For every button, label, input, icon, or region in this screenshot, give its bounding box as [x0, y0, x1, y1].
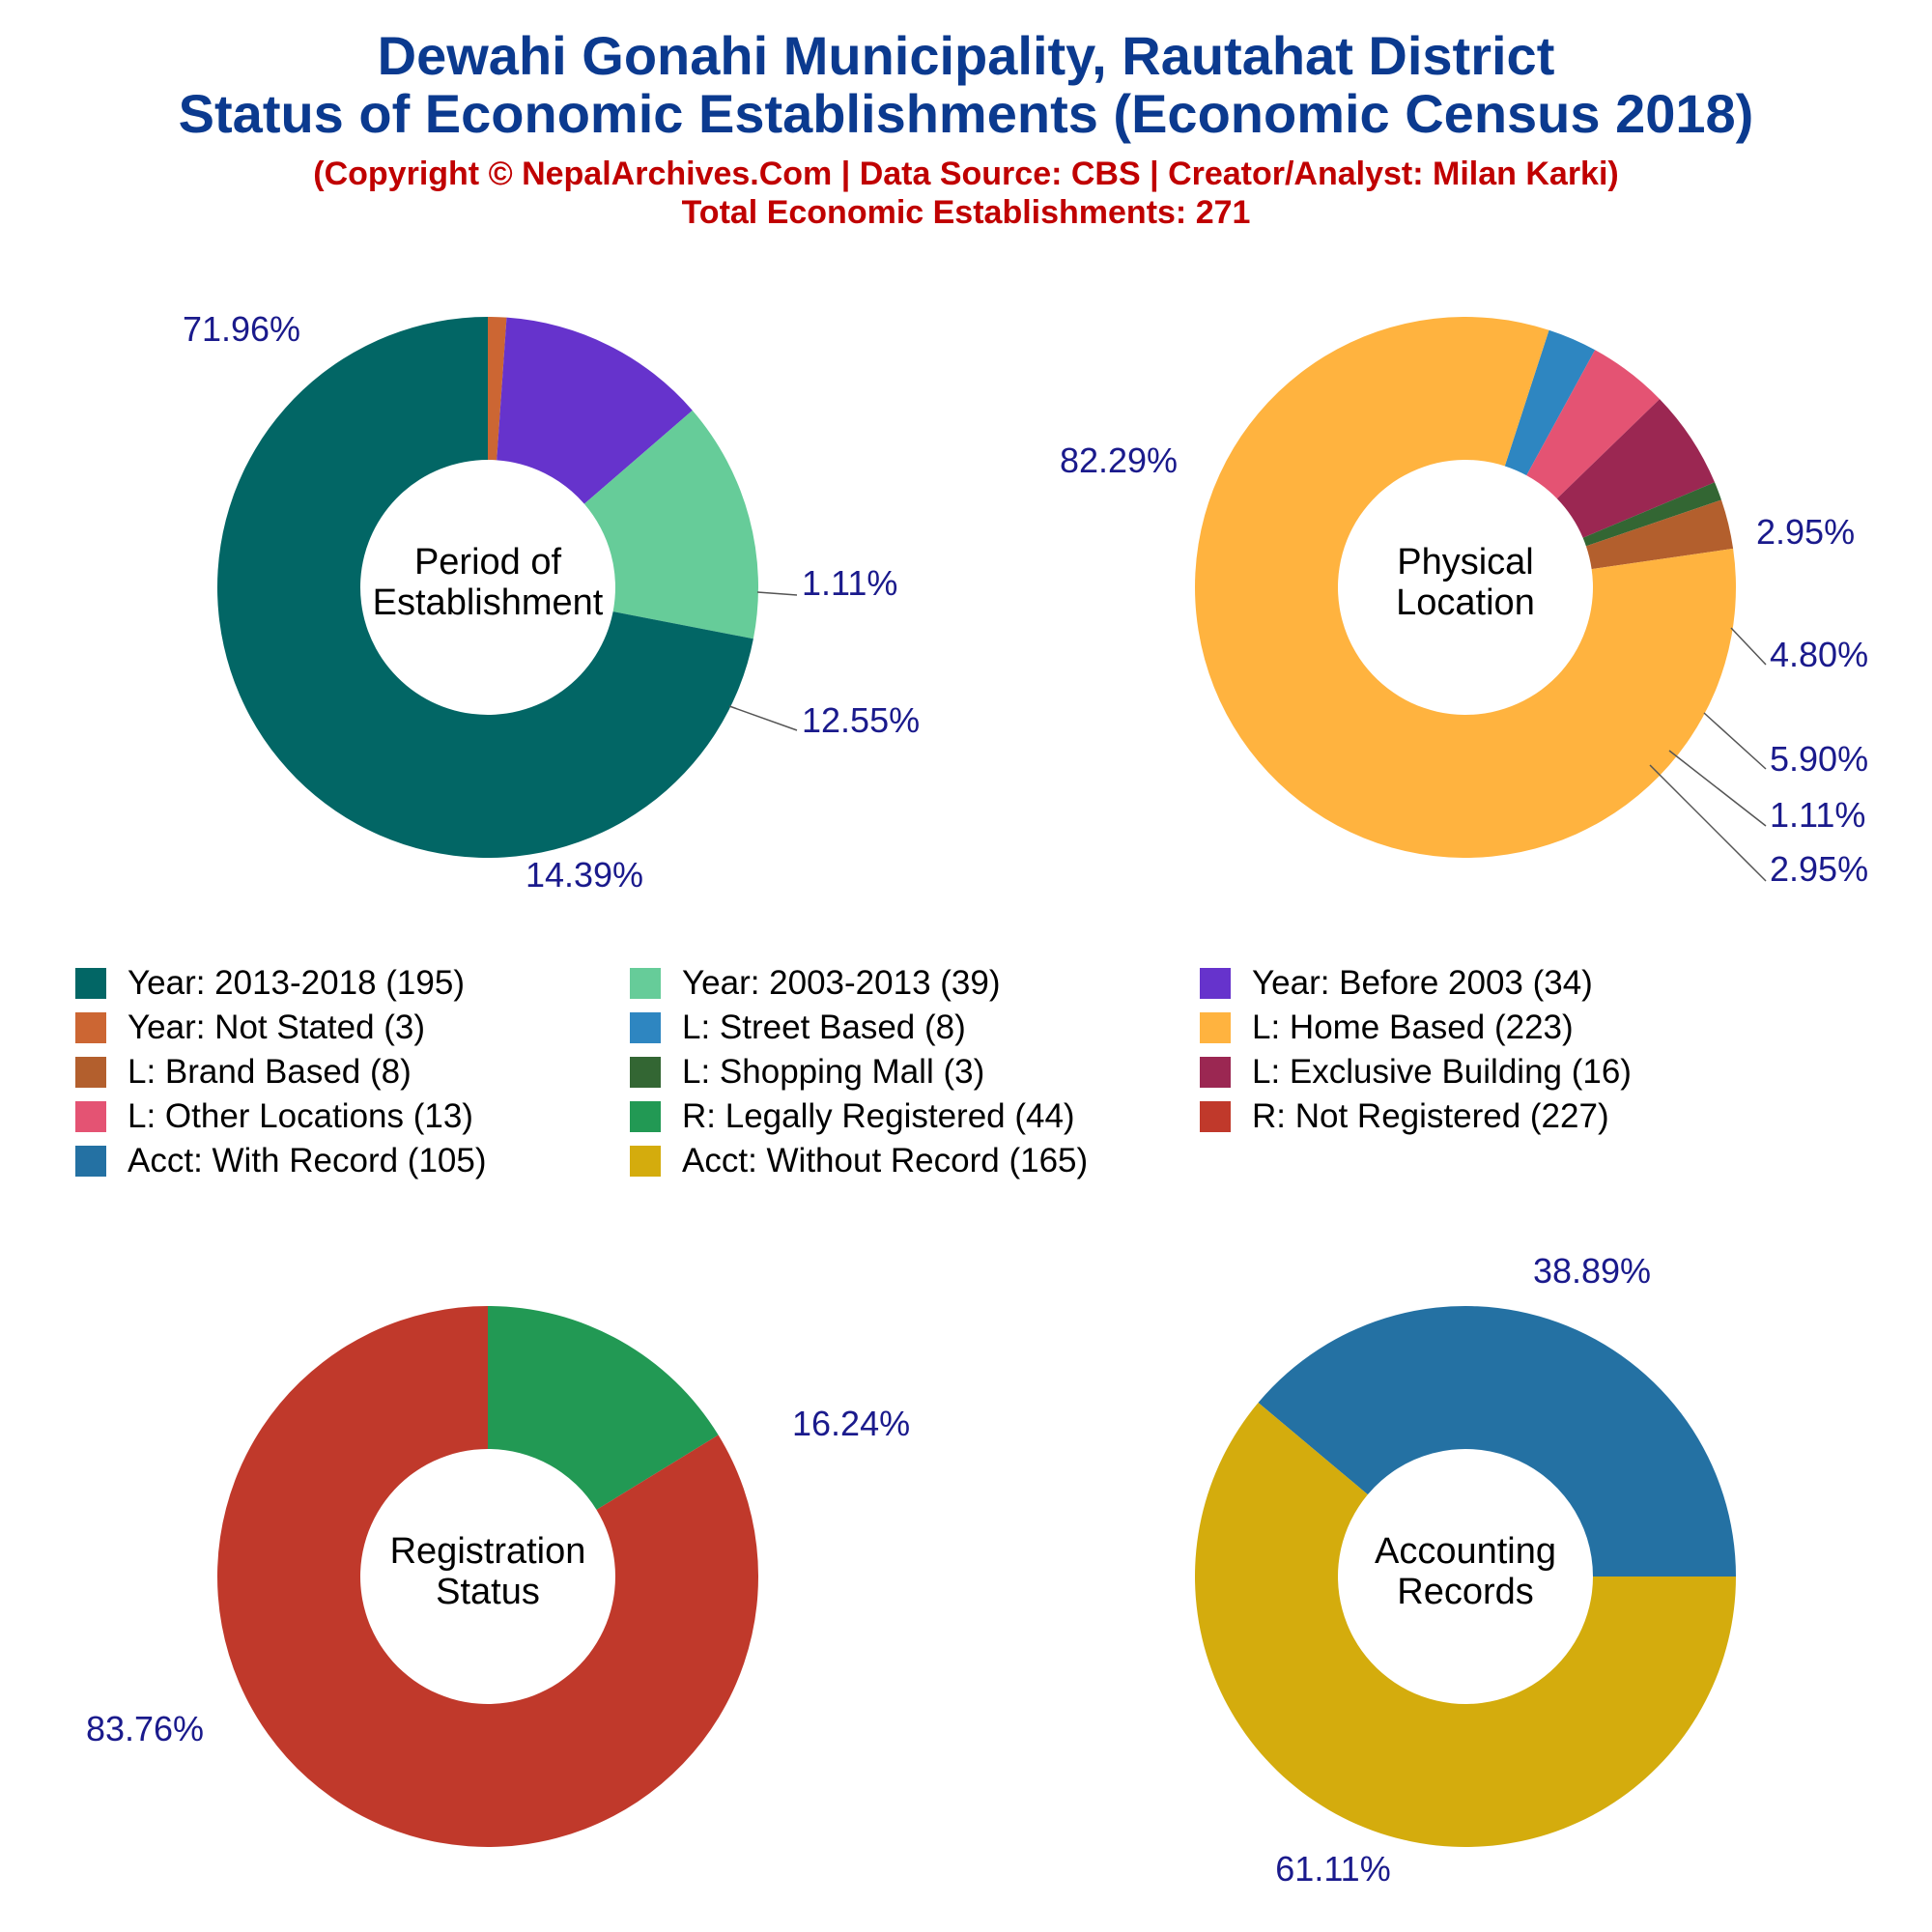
legend-swatch: [75, 1101, 106, 1132]
slice-2-5: [1585, 499, 1734, 570]
chart-title-line1: Dewahi Gonahi Municipality, Rautahat Dis…: [377, 25, 1555, 86]
donut-chart-2: 2.95% 4.80% 5.90% 1.11% 2.95% 82.29% PhysicalL…: [1060, 317, 1868, 889]
total-establishments: Total Economic Establishments: 271: [681, 194, 1251, 231]
pct-label-1-2: 12.55%: [802, 700, 920, 740]
legend-label: R: Not Registered (227): [1252, 1097, 1609, 1135]
slice-2-2: [1526, 350, 1661, 499]
slice-2-1: [1504, 329, 1596, 476]
pct-label-2-6: 82.29%: [1060, 440, 1178, 480]
legend-swatch: [75, 1012, 106, 1043]
legend-label: L: Shopping Mall (3): [682, 1053, 985, 1091]
legend-label: L: Other Locations (13): [128, 1097, 473, 1135]
legend-item: Year: Not Stated (3): [75, 1007, 425, 1049]
leader-line-1-2: [728, 705, 798, 731]
slice-1-2: [497, 317, 693, 504]
legend-item: Year: 2003-2013 (39): [630, 962, 1001, 1005]
legend-swatch: [75, 968, 106, 999]
legend-swatch: [630, 968, 661, 999]
pct-label-1-4: 71.96%: [183, 309, 300, 349]
pct-label-3-2: 83.76%: [86, 1709, 204, 1748]
pct-label-4-1: 38.89%: [1533, 1251, 1651, 1291]
pct-label-2-2: 4.80%: [1770, 635, 1868, 674]
legend-item: L: Exclusive Building (16): [1200, 1051, 1632, 1094]
legend-swatch: [1200, 1012, 1231, 1043]
legend-label: L: Exclusive Building (16): [1252, 1053, 1632, 1091]
legend-item: Year: Before 2003 (34): [1200, 962, 1593, 1005]
legend-swatch: [1200, 968, 1231, 999]
legend-swatch: [630, 1012, 661, 1043]
legend-swatch: [1200, 1057, 1231, 1088]
legend-item: R: Not Registered (227): [1200, 1095, 1609, 1138]
leader-line-2-2: [1730, 627, 1767, 666]
legend-item: L: Brand Based (8): [75, 1051, 412, 1094]
legend-item: Acct: Without Record (165): [630, 1140, 1088, 1182]
legend-swatch: [75, 1057, 106, 1088]
pct-label-2-3: 5.90%: [1770, 739, 1868, 779]
legend-item: L: Street Based (8): [630, 1007, 966, 1049]
legend-label: Year: 2003-2013 (39): [682, 964, 1001, 1002]
legend-label: Acct: With Record (105): [128, 1142, 487, 1179]
slice-1-4: [216, 317, 753, 858]
legend-item: L: Home Based (223): [1200, 1007, 1574, 1049]
leader-line-1-1: [756, 591, 798, 596]
legend-swatch: [630, 1057, 661, 1088]
chart-subtitle: (Copyright © NepalArchives.Com | Data So…: [313, 156, 1619, 192]
slice-2-6: [1195, 317, 1736, 858]
legend-swatch: [630, 1146, 661, 1177]
pct-label-2-5: 2.95%: [1770, 849, 1868, 889]
legend-swatch: [75, 1146, 106, 1177]
center-label-4-2: Records: [1397, 1572, 1534, 1612]
legend-label: L: Home Based (223): [1252, 1009, 1574, 1046]
legend-swatch: [630, 1101, 661, 1132]
center-label-3-2: Status: [436, 1572, 540, 1612]
center-label-1-2: Establishment: [373, 582, 604, 623]
legend-label: R: Legally Registered (44): [682, 1097, 1075, 1135]
center-label-4-1: Accounting: [1375, 1531, 1556, 1572]
legend-swatch: [1200, 1101, 1231, 1132]
slice-1-3: [583, 410, 758, 639]
leader-line-2-3: [1703, 712, 1767, 770]
leader-line-2-5: [1649, 764, 1767, 882]
legend-label: Year: Not Stated (3): [128, 1009, 426, 1046]
center-label-2-1: Physical: [1397, 542, 1534, 582]
slice-3-1: [488, 1306, 719, 1510]
legend-item: Year: 2013-2018 (195): [75, 962, 465, 1005]
pct-label-4-2: 61.11%: [1275, 1849, 1390, 1889]
slice-4-2: [1195, 1403, 1736, 1847]
legend-label: L: Street Based (8): [682, 1009, 966, 1046]
leader-line-2-4: [1668, 750, 1767, 827]
legend-label: Year: Before 2003 (34): [1252, 964, 1593, 1002]
slice-2-3: [1556, 399, 1716, 538]
center-label-3-1: Registration: [390, 1531, 586, 1572]
slice-2-4: [1582, 482, 1721, 547]
legend-item: L: Other Locations (13): [75, 1095, 473, 1138]
chart-title-line2: Status of Economic Establishments (Econo…: [178, 83, 1754, 144]
legend-label: L: Brand Based (8): [128, 1053, 412, 1091]
pct-label-1-3: 14.39%: [526, 855, 643, 895]
legend-item: L: Shopping Mall (3): [630, 1051, 984, 1094]
slice-4-1: [1258, 1305, 1736, 1577]
slice-1-1: [488, 317, 507, 461]
legend-item: Acct: With Record (105): [75, 1140, 487, 1182]
center-label-1-1: Period of: [414, 542, 562, 582]
center-label-2-2: Location: [1396, 582, 1535, 623]
pct-label-1-1: 1.11%: [802, 563, 897, 603]
legend-label: Year: 2013-2018 (195): [128, 964, 465, 1002]
legend-item: R: Legally Registered (44): [630, 1095, 1075, 1138]
donut-chart-1: 1.11% 12.55% 14.39% 71.96% Period ofEstablis…: [183, 309, 920, 895]
pct-label-3-1: 16.24%: [792, 1404, 910, 1443]
legend-label: Acct: Without Record (165): [682, 1142, 1089, 1179]
pct-label-2-4: 1.11%: [1770, 795, 1865, 835]
slice-3-2: [217, 1306, 758, 1847]
pct-label-2-1: 2.95%: [1756, 512, 1855, 552]
